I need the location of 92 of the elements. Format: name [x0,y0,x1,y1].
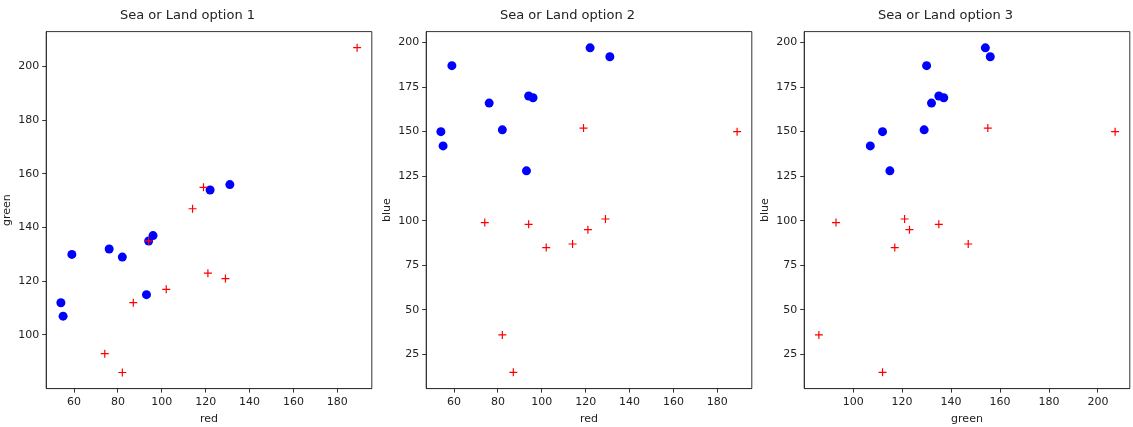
point [1110,127,1120,137]
y-tick-label: 175 [776,79,798,93]
x-tick-label: 140 [940,395,962,409]
x-axis-title: red [199,412,219,426]
point [497,125,507,135]
point [985,52,995,62]
y-axis-title: green [0,194,14,226]
x-tick-label: 120 [891,395,913,409]
point [67,249,77,259]
point [732,127,742,137]
y-tick-label: 160 [18,166,40,180]
point [865,141,875,151]
point [980,43,990,53]
x-tick-label: 180 [326,395,348,409]
x-tick-label: 160 [282,395,304,409]
x-axis-title: red [579,412,599,426]
point [963,239,973,249]
y-tick-label: 100 [398,213,420,227]
y-axis-title: blue [380,197,394,222]
x-axis-title: green [951,412,983,426]
y-tick-label: 120 [18,274,40,288]
point [583,225,593,235]
y-tick-label: 100 [18,327,40,341]
y-tick-label: 75 [405,258,420,272]
point [521,166,531,176]
y-tick-label: 175 [398,79,420,93]
x-tick-label: 120 [195,395,217,409]
x-tick-label: 100 [151,395,173,409]
x-tick-label: 120 [575,395,597,409]
point [352,43,362,53]
point [878,127,888,137]
point [528,93,538,103]
point [225,180,235,190]
x-tick-label: 100 [531,395,553,409]
x-tick-label: 60 [447,395,462,409]
point [600,214,611,224]
point [148,231,158,241]
point [104,244,114,254]
y-axis-title: blue [758,197,772,222]
point [484,98,494,108]
point [203,268,213,278]
point [578,123,589,133]
point [567,239,578,249]
y-tick-label: 200 [398,35,420,49]
point [899,214,910,224]
point [919,125,929,135]
point [831,217,841,228]
point [885,166,895,176]
y-tick-label: 150 [776,124,798,138]
y-tick-label: 50 [405,302,420,316]
chart-title: Sea or Land option 2 [499,7,636,23]
x-tick-label: 180 [706,395,728,409]
x-tick-label: 160 [662,395,684,409]
chart-title: Sea or Land option 3 [877,7,1014,23]
x-tick-label: 200 [1087,395,1109,409]
y-tick-label: 125 [398,169,420,183]
y-tick-label: 50 [783,302,798,316]
point [585,43,595,53]
point [56,298,66,308]
y-tick-label: 125 [776,169,798,183]
x-tick-label: 100 [842,395,864,409]
x-tick-label: 180 [1038,395,1060,409]
y-tick-label: 100 [776,213,798,227]
y-tick-label: 25 [405,347,420,361]
point [438,141,448,151]
y-tick-label: 140 [18,220,40,234]
point [141,290,151,300]
point [58,311,68,321]
point [927,98,936,108]
x-tick-label: 80 [490,395,505,409]
point [436,127,446,137]
y-tick-label: 200 [776,35,798,49]
point [497,330,507,340]
point [814,330,824,340]
point [447,61,457,71]
y-tick-label: 150 [398,124,420,138]
y-tick-label: 180 [18,113,40,127]
x-tick-label: 80 [110,395,125,409]
x-tick-label: 160 [989,395,1011,409]
x-tick-label: 60 [67,395,82,409]
x-tick-label: 140 [239,395,261,409]
y-tick-label: 200 [18,59,40,73]
y-tick-label: 25 [783,347,798,361]
point [605,52,615,62]
point [922,61,932,71]
x-tick-label: 140 [619,395,641,409]
point [983,123,993,133]
y-tick-label: 75 [783,258,798,272]
point [117,252,127,262]
chart-title: Sea or Land option 1 [119,7,256,23]
point [205,185,215,195]
point [939,93,949,103]
